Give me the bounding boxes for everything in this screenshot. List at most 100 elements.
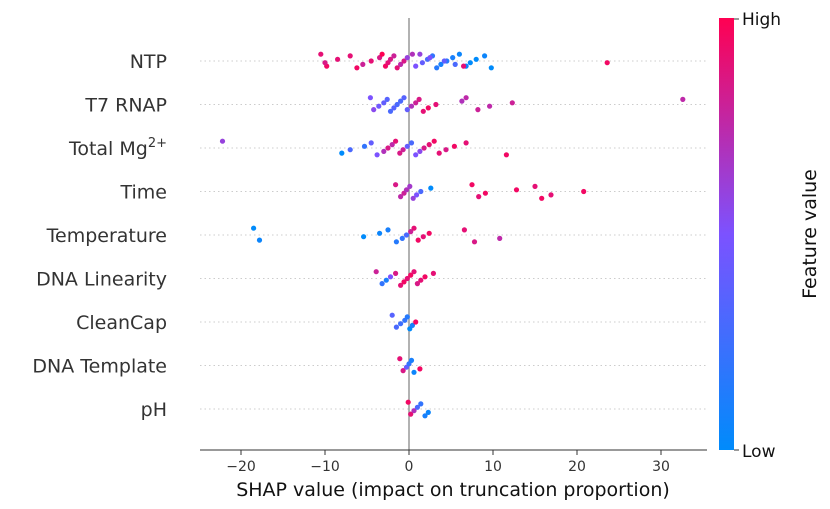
shap-point (415, 237, 421, 243)
shap-point (430, 270, 436, 276)
shap-point (398, 321, 404, 327)
colorbar-gradient (719, 18, 734, 450)
shap-point (548, 192, 554, 198)
shap-point (387, 108, 394, 114)
shap-point (400, 147, 406, 153)
shap-point (503, 152, 509, 158)
shap-point (456, 51, 462, 57)
shap-point (404, 275, 410, 282)
feature-label: Total Mg2+ (68, 136, 167, 160)
shap-point (389, 142, 395, 148)
shap-point (463, 140, 469, 146)
shap-point (379, 51, 385, 57)
shap-point (403, 232, 410, 238)
feature-label: NTP (130, 51, 167, 73)
shap-point (256, 237, 263, 243)
feature-label: Time (120, 182, 168, 204)
shap-point (408, 103, 415, 109)
shap-point (441, 58, 447, 64)
shap-point (407, 183, 413, 189)
shap-point (482, 190, 488, 196)
shap-point (411, 225, 417, 231)
shap-point (360, 61, 366, 67)
shap-point (463, 95, 469, 101)
shap-point (418, 188, 424, 195)
shap-point (385, 145, 391, 151)
shap-point (398, 282, 404, 288)
shap-point (418, 401, 424, 407)
shap-point (318, 51, 324, 57)
scatter-points (219, 51, 686, 419)
feature-label-superscript: 2+ (148, 136, 167, 151)
shap-point (404, 314, 410, 320)
x-tick-label: 20 (568, 459, 586, 475)
shap-point (422, 274, 428, 280)
shap-point (413, 152, 419, 158)
feature-rows: NTP T7 RNAP Total Mg2+ Time Temperature DNA L… (32, 51, 707, 421)
shap-point (368, 140, 374, 146)
shap-point (680, 96, 686, 102)
shap-point (376, 103, 382, 109)
shap-point (322, 60, 328, 66)
shap-point (475, 107, 481, 113)
colorbar-title: Feature value (799, 169, 821, 299)
shap-point (604, 60, 610, 66)
shap-point (426, 142, 432, 148)
shap-point (581, 188, 587, 195)
shap-point (426, 230, 432, 236)
shap-point (219, 138, 226, 144)
shap-point (476, 194, 482, 200)
shap-point (427, 55, 433, 61)
x-tick-label: −20 (226, 459, 256, 475)
shap-point (459, 98, 465, 104)
shap-point (436, 150, 442, 156)
shap-point (417, 148, 423, 154)
x-axis-title: SHAP value (impact on truncation proport… (236, 479, 670, 501)
shap-point (339, 150, 345, 156)
shap-point (347, 147, 353, 153)
shap-point (428, 185, 434, 191)
shap-point (371, 107, 377, 113)
shap-point (408, 140, 415, 146)
shap-point (488, 65, 494, 71)
shap-point (408, 357, 415, 363)
shap-point (385, 227, 391, 233)
shap-point (398, 98, 404, 104)
shap-point (425, 105, 431, 111)
shap-point (393, 182, 399, 188)
shap-point (411, 369, 417, 375)
shap-point (431, 138, 437, 144)
shap-point (438, 61, 444, 67)
shap-point (397, 356, 403, 362)
colorbar-high-label: High (742, 10, 781, 30)
shap-point (373, 269, 379, 275)
x-axis-ticks: −20 −10 0 10 20 30 (226, 450, 670, 475)
shap-point (414, 192, 420, 198)
shap-point (408, 272, 414, 278)
shap-point (381, 148, 387, 154)
shap-point (434, 65, 440, 71)
shap-point (397, 150, 403, 156)
feature-label: pH (141, 399, 167, 421)
shap-point (368, 58, 374, 64)
shap-point (469, 182, 475, 188)
shap-point (473, 56, 479, 62)
x-tick-label: −10 (310, 459, 340, 475)
shap-point (425, 409, 431, 415)
shap-point (354, 65, 360, 71)
shap-point (409, 51, 415, 57)
shap-point (482, 53, 488, 59)
shap-point (451, 143, 457, 149)
shap-point (401, 279, 407, 285)
shap-point (416, 96, 422, 102)
shap-point (420, 234, 426, 240)
shap-point (417, 366, 423, 372)
shap-point (398, 194, 404, 200)
shap-point (443, 147, 449, 153)
shap-point (377, 230, 383, 236)
shap-point (433, 101, 439, 108)
shap-point (374, 152, 380, 158)
shap-point (422, 413, 428, 419)
shap-point (420, 108, 426, 114)
shap-point (393, 270, 399, 276)
